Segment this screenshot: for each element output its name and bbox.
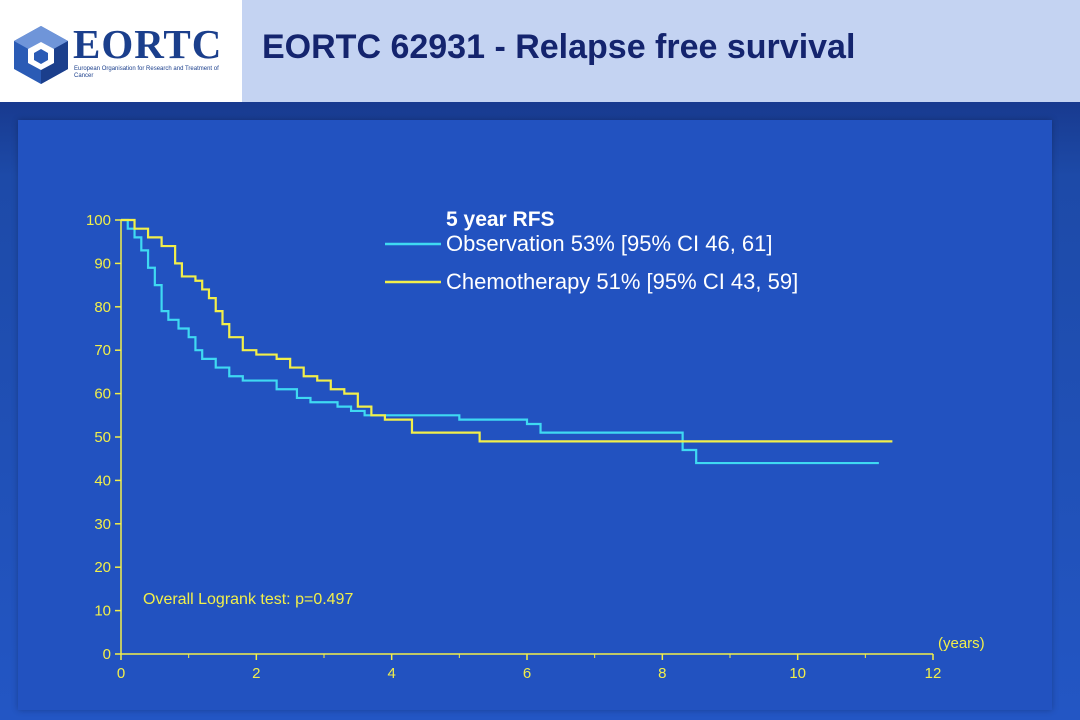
- x-tick-label: 8: [658, 665, 666, 682]
- y-tick-label: 0: [103, 646, 111, 663]
- chart-panel: 0 10 20 30 40 50 60 70 80 90 100 0 2 4 6 8 10 12 (years) 5 …: [18, 120, 1052, 710]
- y-tick-label: 90: [94, 255, 111, 272]
- survival-chart: 0 10 20 30 40 50 60 70 80 90 100 0 2 4 6 8 10 12 (years) 5 …: [86, 208, 985, 682]
- y-tick-label: 80: [94, 299, 111, 316]
- logo-subtitle: European Organisation for Research and T…: [74, 66, 219, 79]
- y-tick-label: 70: [94, 342, 111, 359]
- cube-logo-icon: [14, 26, 68, 84]
- y-tick-label: 30: [94, 516, 111, 533]
- slide-header: EORTC European Organisation for Research…: [0, 0, 1080, 102]
- y-tick-label: 50: [94, 429, 111, 446]
- legend-header: 5 year RFS: [446, 208, 555, 231]
- x-tick-label: 10: [789, 665, 806, 682]
- x-tick-label: 4: [387, 665, 395, 682]
- x-axis-label: (years): [938, 635, 985, 652]
- x-tick-label: 2: [252, 665, 260, 682]
- x-tick-label: 0: [117, 665, 125, 682]
- y-tick-label: 60: [94, 386, 111, 403]
- logrank-annotation: Overall Logrank test: p=0.497: [143, 591, 353, 608]
- y-tick-label: 40: [94, 472, 111, 489]
- y-tick-label: 20: [94, 559, 111, 576]
- legend-label: Observation 53% [95% CI 46, 61]: [446, 231, 773, 256]
- y-tick-label: 10: [94, 603, 111, 620]
- legend-label: Chemotherapy 51% [95% CI 43, 59]: [446, 269, 798, 294]
- logo: EORTC European Organisation for Research…: [0, 0, 242, 102]
- series-line-observation: [121, 218, 879, 465]
- logo-wordmark: EORTC: [73, 21, 223, 67]
- y-tick-label: 100: [86, 212, 111, 229]
- x-tick-label: 12: [925, 665, 942, 682]
- slide-title: EORTC 62931 - Relapse free survival: [262, 28, 856, 66]
- x-tick-label: 6: [523, 665, 531, 682]
- series-line-chemotherapy: [121, 218, 893, 443]
